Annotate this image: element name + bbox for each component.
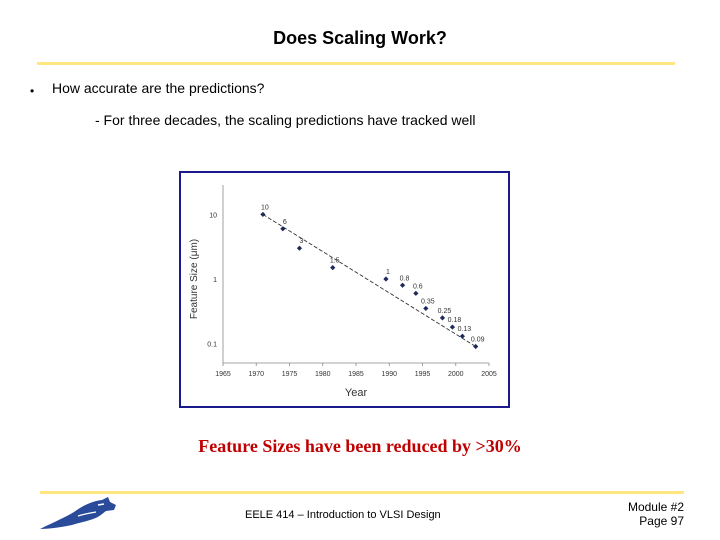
x-tick-label: 1980	[315, 371, 331, 378]
data-label: 0.25	[438, 308, 452, 315]
feature-size-chart: 1965 1970 1975 1980 1985 1990 1995 2000 2005 10 1 0…	[179, 171, 510, 408]
data-point	[280, 226, 286, 232]
data-label: 0.18	[448, 317, 462, 324]
bobcat-logo-icon	[38, 496, 120, 537]
x-tick-label: 2000	[448, 371, 464, 378]
sub-bullet-text: - For three decades, the scaling predict…	[95, 112, 476, 128]
y-tick-label: 0.1	[207, 342, 217, 349]
x-tick-label: 1965	[215, 371, 231, 378]
data-point	[423, 305, 429, 312]
data-label: 3	[300, 238, 304, 245]
x-tick-label: 1990	[381, 371, 397, 378]
data-label: 1.5	[330, 258, 340, 265]
x-axis-label: Year	[345, 387, 368, 399]
data-label: 0.35	[421, 298, 435, 305]
trend-line	[262, 214, 476, 347]
y-tick-label: 1	[213, 277, 217, 284]
slide-title: Does Scaling Work?	[273, 28, 447, 48]
data-point	[459, 333, 465, 339]
data-label: 0.6	[413, 283, 423, 290]
chart-caption: Feature Sizes have been reduced by >30%	[198, 436, 522, 456]
data-point	[473, 343, 479, 350]
data-point	[260, 211, 266, 218]
module-number: Module #2	[627, 500, 684, 514]
data-point	[330, 265, 336, 271]
data-point	[399, 282, 406, 288]
y-tick-label: 10	[209, 212, 217, 219]
course-footer: EELE 414 – Introduction to VLSI Design	[245, 509, 441, 521]
x-tick-label: 1985	[348, 371, 364, 378]
x-tick-label: 1975	[282, 371, 298, 378]
data-point	[413, 290, 419, 296]
data-label: 10	[261, 204, 269, 211]
data-point	[439, 315, 446, 321]
module-footer: Module #2 Page 97	[600, 500, 684, 528]
bullet-marker: •	[30, 84, 35, 98]
data-label: 0.8	[400, 275, 410, 282]
bullet-text: How accurate are the predictions?	[52, 80, 265, 96]
data-point	[449, 324, 456, 330]
y-axis-label: Feature Size (μm)	[189, 239, 200, 319]
data-point	[296, 245, 303, 251]
x-tick-label: 2005	[481, 371, 497, 378]
data-label: 0.09	[471, 337, 485, 344]
data-point	[383, 276, 389, 282]
data-label: 0.13	[458, 326, 472, 333]
x-tick-label: 1970	[248, 371, 264, 378]
data-label: 6	[283, 219, 287, 226]
footer-divider	[40, 491, 684, 494]
title-divider	[37, 62, 675, 65]
data-label: 1	[386, 269, 390, 276]
page-number: Page 97	[639, 514, 684, 528]
chart-svg: 1965 1970 1975 1980 1985 1990 1995 2000 20051010…	[189, 185, 497, 399]
x-tick-label: 1995	[415, 371, 431, 378]
